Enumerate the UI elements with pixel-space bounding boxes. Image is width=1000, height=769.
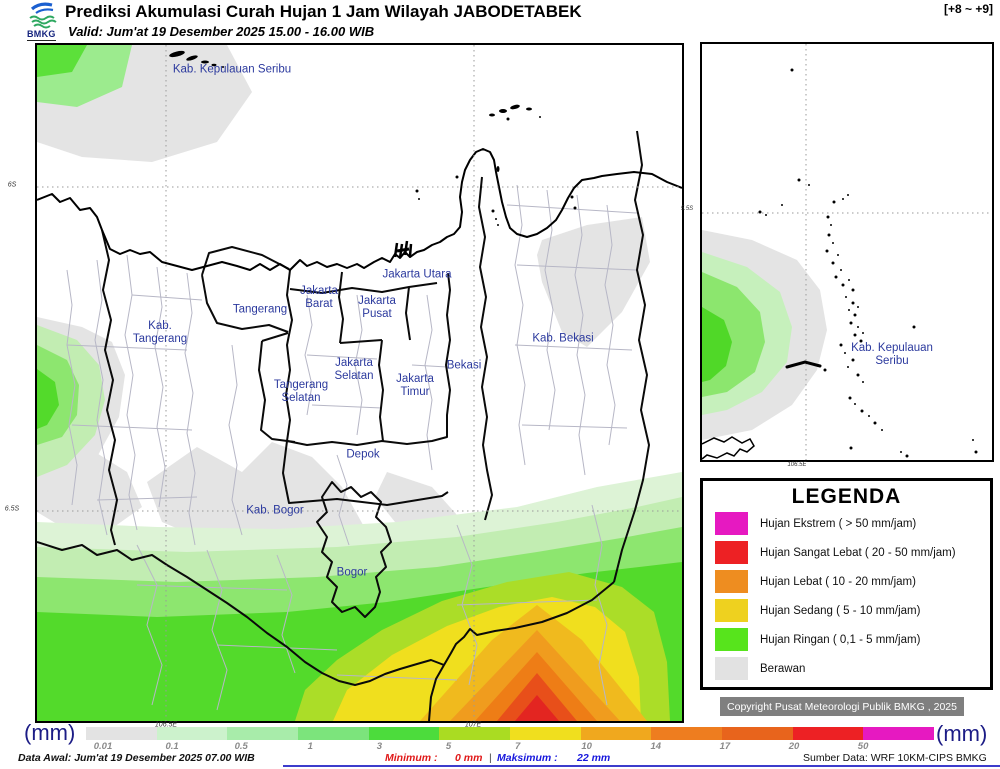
legend-label: Berawan bbox=[760, 662, 806, 675]
colorbar-segment bbox=[722, 727, 793, 740]
lat-tick-6s: 6S bbox=[7, 181, 17, 189]
subdistrict-boundaries bbox=[66, 184, 638, 711]
colorbar-segment bbox=[510, 727, 581, 740]
colorbar-tick: 7 bbox=[514, 741, 521, 752]
inset-rain-blob bbox=[702, 230, 827, 440]
colorbar-segment bbox=[863, 727, 935, 740]
colorbar-segment bbox=[580, 727, 652, 740]
legend-title: LEGENDA bbox=[791, 485, 902, 508]
legend-row-ekstrem: Hujan Ekstrem ( > 50 mm/jam) bbox=[703, 509, 990, 538]
colorbar-segment bbox=[651, 727, 723, 740]
lon-tick-106-5e: 106.5E bbox=[154, 721, 178, 729]
maksimum-label: Maksimum : bbox=[497, 752, 558, 764]
legend-swatch bbox=[715, 570, 748, 593]
colorbar-tick: 17 bbox=[719, 741, 731, 752]
maksimum-value: 22 mm bbox=[577, 752, 611, 764]
colorbar-tick: 0.1 bbox=[165, 741, 179, 752]
islands bbox=[169, 50, 577, 226]
colorbar-segment bbox=[227, 727, 299, 740]
minimum-value: 0 mm bbox=[455, 752, 483, 764]
colorbar-segment bbox=[368, 727, 440, 740]
legend-label: Hujan Sedang ( 5 - 10 mm/jam) bbox=[760, 604, 921, 617]
colorbar-unit-left: (mm) bbox=[24, 720, 76, 745]
colorbar-segment bbox=[792, 727, 864, 740]
colorbar-unit-right: (mm) bbox=[936, 721, 988, 746]
legend-swatch bbox=[715, 657, 748, 680]
inset-lat-tick-5-5s: 5.5S bbox=[680, 206, 694, 212]
legend-swatch bbox=[715, 599, 748, 622]
footer-separator: | bbox=[489, 752, 492, 764]
inset-graticule bbox=[702, 44, 992, 460]
colorbar-ticks: 0.01 0.1 0.5 1 3 5 7 10 14 17 20 50 bbox=[86, 741, 934, 752]
coastline bbox=[36, 148, 683, 271]
legend-label: Hujan Lebat ( 10 - 20 mm/jam) bbox=[760, 575, 916, 588]
colorbar-tick: 1 bbox=[307, 741, 313, 752]
lon-tick-107e: 107E bbox=[464, 721, 482, 729]
colorbar-segment bbox=[86, 727, 157, 740]
colorbar-segments bbox=[86, 727, 935, 740]
legend-row-berawan: Berawan bbox=[703, 654, 990, 683]
colorbar-segment bbox=[298, 727, 369, 740]
colorbar-tick: 3 bbox=[376, 741, 383, 752]
legend-swatch bbox=[715, 628, 748, 651]
rain-areas-west bbox=[37, 45, 132, 477]
main-map: Kab. Kepulauan Seribu Jakarta Utara Jaka… bbox=[35, 43, 684, 723]
district-boundaries bbox=[36, 130, 650, 722]
page-title: Prediksi Akumulasi Curah Hujan 1 Jam Wil… bbox=[65, 2, 582, 21]
colorbar-tick: 5 bbox=[445, 741, 452, 752]
inset-islands bbox=[758, 68, 978, 458]
colorbar-tick: 10 bbox=[581, 741, 592, 752]
colorbar-tick: 50 bbox=[857, 741, 869, 752]
legend-swatch bbox=[715, 512, 748, 535]
legend-row-sangat-lebat: Hujan Sangat Lebat ( 20 - 50 mm/jam) bbox=[703, 538, 990, 567]
data-source-text: Sumber Data: WRF 10KM-CIPS BMKG bbox=[803, 752, 987, 764]
inset-map-canvas bbox=[701, 44, 992, 460]
rain-bands-south bbox=[37, 472, 682, 721]
legend-row-sedang: Hujan Sedang ( 5 - 10 mm/jam) bbox=[703, 596, 990, 625]
legend-swatch bbox=[715, 541, 748, 564]
inset-coastline bbox=[701, 436, 755, 460]
bottom-divider-line bbox=[283, 765, 1000, 767]
data-awal-text: Data Awal: Jum'at 19 Desember 2025 07.00… bbox=[18, 752, 255, 764]
legend-label: Hujan Ekstrem ( > 50 mm/jam) bbox=[760, 517, 917, 530]
colorbar-segment bbox=[439, 727, 511, 740]
main-map-canvas bbox=[36, 45, 683, 722]
bmkg-logo bbox=[29, 2, 57, 29]
harbor-marks bbox=[393, 240, 413, 259]
colorbar-segment bbox=[156, 727, 228, 740]
copyright-bar: Copyright Pusat Meteorologi Publik BMKG … bbox=[720, 697, 964, 716]
inset-lon-tick-106-5e: 106.5E bbox=[787, 462, 807, 468]
minimum-label: Minimum : bbox=[385, 752, 438, 764]
colorbar-tick: 0.5 bbox=[234, 741, 248, 752]
lat-tick-6-5s: 6.5S bbox=[4, 505, 20, 513]
legend-row-lebat: Hujan Lebat ( 10 - 20 mm/jam) bbox=[703, 567, 990, 596]
colorbar-tick: 0.01 bbox=[93, 741, 113, 752]
bmkg-logo-text: BMKG bbox=[27, 29, 56, 41]
legend: LEGENDA Hujan Ekstrem ( > 50 mm/jam) Huj… bbox=[700, 478, 993, 690]
forecast-hour-offset: [+8 ~ +9] bbox=[943, 2, 993, 16]
legend-label: Hujan Sangat Lebat ( 20 - 50 mm/jam) bbox=[760, 546, 956, 559]
colorbar-tick: 14 bbox=[650, 741, 662, 752]
valid-time: Valid: Jum'at 19 Desember 2025 15.00 - 1… bbox=[68, 24, 375, 39]
legend-label: Hujan Ringan ( 0,1 - 5 mm/jam) bbox=[760, 633, 921, 646]
legend-row-ringan: Hujan Ringan ( 0,1 - 5 mm/jam) bbox=[703, 625, 990, 654]
inset-map: Kab. Kepulauan Seribu bbox=[700, 42, 994, 462]
colorbar-tick: 20 bbox=[788, 741, 800, 752]
